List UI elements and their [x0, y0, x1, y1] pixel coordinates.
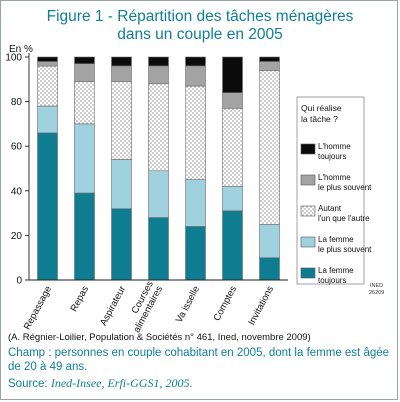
bar-segment-5-4 — [222, 56, 243, 94]
bar-segment-3-4 — [148, 56, 169, 67]
legend-label-4-1: toujours — [318, 276, 346, 285]
bar-segment-5-3 — [222, 92, 243, 109]
bar-segment-0-3 — [37, 61, 58, 67]
bar-segment-5-1 — [222, 186, 243, 212]
bars-group — [37, 56, 280, 281]
x-label-1: Repas — [69, 284, 92, 314]
y-tick-label-5: 100 — [5, 53, 22, 64]
bar-segment-0-4 — [37, 56, 58, 62]
legend-label-3-1: le plus souvent — [318, 245, 372, 254]
y-tick-label-2: 40 — [11, 186, 23, 197]
source-line: Source: Ined-Insee, Erfi-GGS1, 2005. — [8, 376, 192, 391]
x-tick-label-0-0: Repassage — [22, 284, 54, 332]
bar-segment-4-4 — [185, 56, 206, 67]
x-axis-labels: Repassage Repas Aspirateur Coursesalimentai… — [22, 279, 276, 335]
bar-segment-1-4 — [74, 56, 95, 64]
bar-segment-1-2 — [74, 81, 95, 125]
x-label-2: Aspirateur — [98, 284, 128, 327]
bar-segment-4-0 — [185, 226, 206, 281]
x-tick-label-6-0: Invitations — [246, 284, 276, 327]
legend-box — [296, 96, 365, 285]
bar-segment-5-2 — [222, 108, 243, 187]
bar-segment-1-1 — [74, 123, 95, 194]
source-text: Ined-Insee, Erfi-GGS1, 2005. — [50, 376, 193, 390]
bar-segment-3-2 — [148, 83, 169, 172]
y-tick-label-3: 60 — [11, 142, 23, 153]
y-axis: 0 20 40 60 80 100 — [5, 53, 288, 287]
credit-line: (A. Régnier-Loilier, Population & Sociét… — [8, 332, 311, 343]
bar-segment-1-3 — [74, 63, 95, 82]
bar-segment-1-0 — [74, 192, 95, 281]
legend-label-1-0: L'homme — [318, 173, 351, 182]
bar-segment-3-3 — [148, 65, 169, 85]
bar-segment-2-3 — [111, 65, 132, 82]
ined-badge-line1: INED — [370, 283, 383, 289]
x-label-6: Invitations — [246, 284, 276, 327]
bar-segment-2-0 — [111, 208, 132, 281]
bar-segment-4-3 — [185, 65, 206, 87]
legend-label-4-0: La femme — [318, 266, 354, 275]
bar-segment-2-1 — [111, 159, 132, 210]
bar-segment-6-0 — [259, 257, 280, 281]
source-label: Source: — [8, 378, 51, 390]
bar-segment-5-0 — [222, 210, 243, 281]
legend-swatch-0 — [300, 143, 316, 155]
y-tick-label-0: 0 — [16, 276, 22, 287]
legend-label-2-0: Autant — [318, 204, 342, 213]
bar-segment-6-4 — [259, 56, 280, 62]
bar-segment-3-0 — [148, 217, 169, 281]
bar-segment-2-4 — [111, 56, 132, 67]
bar-segment-6-2 — [259, 70, 280, 225]
bar-segment-0-1 — [37, 105, 58, 134]
y-tick-label-4: 80 — [11, 97, 23, 108]
x-label-4: Va isselle — [174, 284, 202, 324]
bar-segment-2-2 — [111, 81, 132, 160]
figure-title: Figure 1 - Répartition des tâches ménagè… — [46, 8, 354, 25]
legend-swatch-4 — [300, 267, 316, 279]
x-tick-label-4-0: Va isselle — [174, 284, 202, 324]
legend-swatch-2 — [300, 205, 316, 217]
x-tick-label-2-0: Aspirateur — [98, 284, 128, 327]
legend-label-2-1: l'un que l'autre — [318, 214, 370, 223]
bar-segment-6-3 — [259, 61, 280, 71]
legend-swatch-3 — [300, 236, 316, 248]
legend-title-0: Qui réalise — [301, 103, 342, 113]
bar-segment-3-1 — [148, 170, 169, 218]
x-tick-label-1-0: Repas — [69, 284, 92, 314]
bar-segment-0-2 — [37, 65, 58, 107]
legend-label-0-0: L'homme — [318, 142, 351, 151]
y-axis-unit: En % — [9, 44, 33, 55]
x-label-0: Repassage — [22, 284, 54, 332]
x-label-5: Comptes — [212, 284, 240, 323]
bar-segment-0-0 — [37, 132, 58, 281]
bar-segment-4-2 — [185, 85, 206, 180]
bar-segment-4-1 — [185, 179, 206, 227]
bar-segment-6-1 — [259, 224, 280, 259]
x-tick-label-5-0: Comptes — [212, 284, 240, 323]
figure-title-line2: dans un couple en 2005 — [117, 26, 283, 43]
legend-swatch-1 — [300, 174, 316, 186]
legend-label-0-1: toujours — [318, 152, 346, 161]
legend-title-1: la tâche ? — [301, 114, 338, 124]
legend-label-1-1: le plus souvent — [318, 183, 372, 192]
y-tick-label-1: 20 — [11, 231, 23, 242]
scope-note: Champ : personnes en couple cohabitant e… — [8, 347, 390, 373]
ined-badge-line2: 26209 — [369, 290, 384, 296]
legend-label-3-0: La femme — [318, 235, 354, 244]
